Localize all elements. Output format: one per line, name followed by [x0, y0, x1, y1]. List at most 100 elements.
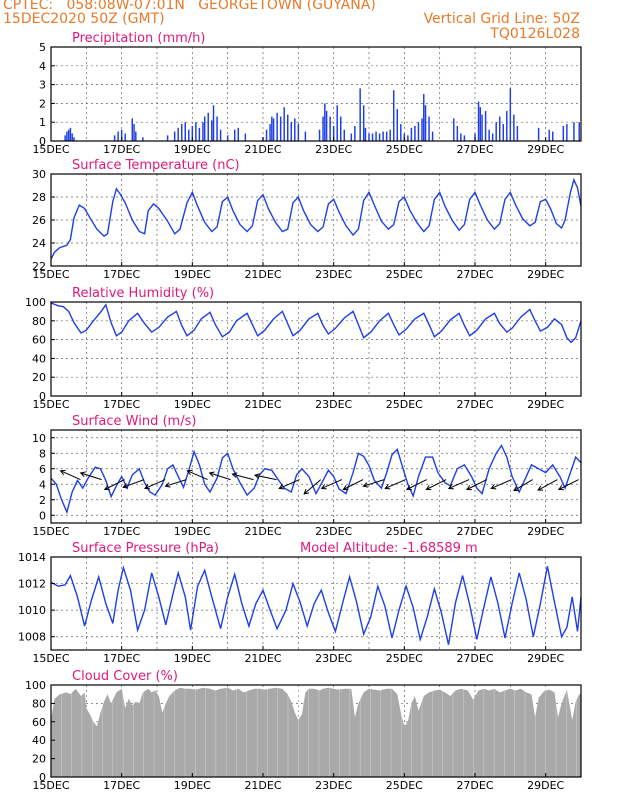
rh-title: Relative Humidity (%) [72, 286, 214, 301]
precip-xtick-label: 25DEC [386, 143, 423, 156]
wind-arrow-head [320, 484, 327, 490]
precip-xtick-label: 15DEC [32, 143, 69, 156]
precip-bar [382, 131, 384, 141]
cloud-xtick-label: 15DEC [32, 779, 69, 792]
precip-bar [339, 116, 342, 141]
precip-bar [359, 88, 361, 141]
precip-bar [64, 135, 66, 141]
wind-arrow [558, 479, 579, 490]
wind-arrow-head [425, 485, 432, 491]
temp-xtick-label: 21DEC [244, 268, 281, 281]
precip-bar [290, 122, 293, 141]
precip-bar [421, 118, 423, 141]
wind-arrow [279, 479, 300, 489]
temp-series [51, 177, 581, 260]
cloud-series [51, 685, 581, 777]
precip-bar [272, 118, 275, 141]
rh-series [51, 302, 581, 344]
precip-bar [198, 127, 201, 141]
precip-ytick-label: 2 [39, 97, 46, 110]
wind-xtick-label: 29DEC [527, 525, 564, 538]
cloud-xtick-label: 27DEC [456, 779, 493, 792]
precip-bar [269, 124, 271, 141]
precip-bar [407, 135, 409, 141]
pressure-xtick-label: 17DEC [103, 652, 140, 665]
wind-arrow-head [59, 469, 66, 476]
precip-bar [117, 131, 119, 141]
wind-arrow-head [362, 482, 369, 488]
rh-frame [50, 301, 582, 397]
precip-bar [166, 135, 169, 141]
precip-bar [276, 112, 278, 141]
temp-title: Surface Temperature (nC) [72, 158, 240, 173]
precip-bar [414, 125, 416, 141]
precip-bar [431, 131, 434, 141]
wind-title: Surface Wind (m/s) [72, 414, 196, 429]
precip-bar [271, 116, 273, 141]
wind-arrow [80, 472, 102, 481]
precip-bar [324, 103, 326, 141]
pressure-xtick-label: 19DEC [174, 652, 211, 665]
precip-bar [207, 112, 209, 141]
precip-bar [424, 105, 427, 141]
temp-ytick-label: 30 [32, 168, 46, 181]
precip-bar [113, 135, 116, 141]
wind-arrow-head [303, 489, 310, 495]
rh-xtick-label: 17DEC [103, 398, 140, 411]
precip-bar [219, 129, 222, 141]
wind-arrow [406, 479, 427, 490]
precip-bar [71, 133, 73, 141]
precip-bar [481, 114, 483, 141]
pressure-subtitle: Model Altitude: -1.68589 m [300, 541, 478, 556]
wind-arrow-head [490, 484, 497, 490]
cloud-xtick-label: 17DEC [103, 779, 140, 792]
temp-ytick-label: 26 [32, 214, 46, 227]
precip-bar [513, 114, 515, 141]
wind-xtick-label: 19DEC [174, 525, 211, 538]
precip-bar [202, 122, 204, 141]
wind-arrow-head [447, 484, 454, 490]
precip-frame [50, 46, 582, 142]
temp-xtick-label: 23DEC [315, 268, 352, 281]
temp-line [51, 177, 581, 260]
rh-xtick-label: 19DEC [174, 398, 211, 411]
precip-bar [364, 127, 367, 141]
wind-arrow [426, 479, 447, 490]
precip-ytick-label: 3 [39, 79, 46, 92]
wind-arrow [466, 479, 487, 490]
precip-bar [460, 133, 462, 141]
wind-arrow [537, 479, 558, 491]
precip-bar [463, 135, 466, 141]
wind-arrow-head [513, 486, 520, 492]
temp-xtick-label: 29DEC [527, 268, 564, 281]
wind-arrow [209, 472, 231, 481]
precip-bar [362, 105, 365, 141]
precip-bar [423, 94, 425, 141]
precip-bar [477, 101, 480, 141]
wind-arrow-head [103, 485, 110, 491]
precip-bar [66, 131, 68, 141]
wind-series [51, 444, 581, 515]
wind-arrow-head [144, 484, 151, 490]
pressure-xtick-label: 21DEC [244, 652, 281, 665]
precip-bar [69, 127, 72, 141]
precip-bar [502, 124, 505, 141]
precip-bar [573, 122, 575, 141]
precip-bar [237, 127, 240, 141]
precip-bar [417, 122, 420, 141]
pressure-title: Surface Pressure (hPa) [72, 541, 219, 556]
wind-xtick-label: 21DEC [244, 525, 281, 538]
cloud-frame [50, 684, 582, 778]
precip-xtick-label: 21DEC [244, 143, 281, 156]
precip-bar [244, 133, 247, 141]
rh-xtick-label: 27DEC [456, 398, 493, 411]
precip-bar [177, 127, 179, 141]
wind-arrow [254, 474, 277, 481]
precip-bar [226, 135, 229, 141]
wind-arrow-head [342, 485, 349, 491]
precip-bar [212, 105, 215, 141]
wind-arrow [363, 479, 385, 487]
rh-ytick-label: 60 [32, 334, 46, 347]
precip-bar [428, 116, 430, 141]
precip-bar [279, 116, 282, 141]
